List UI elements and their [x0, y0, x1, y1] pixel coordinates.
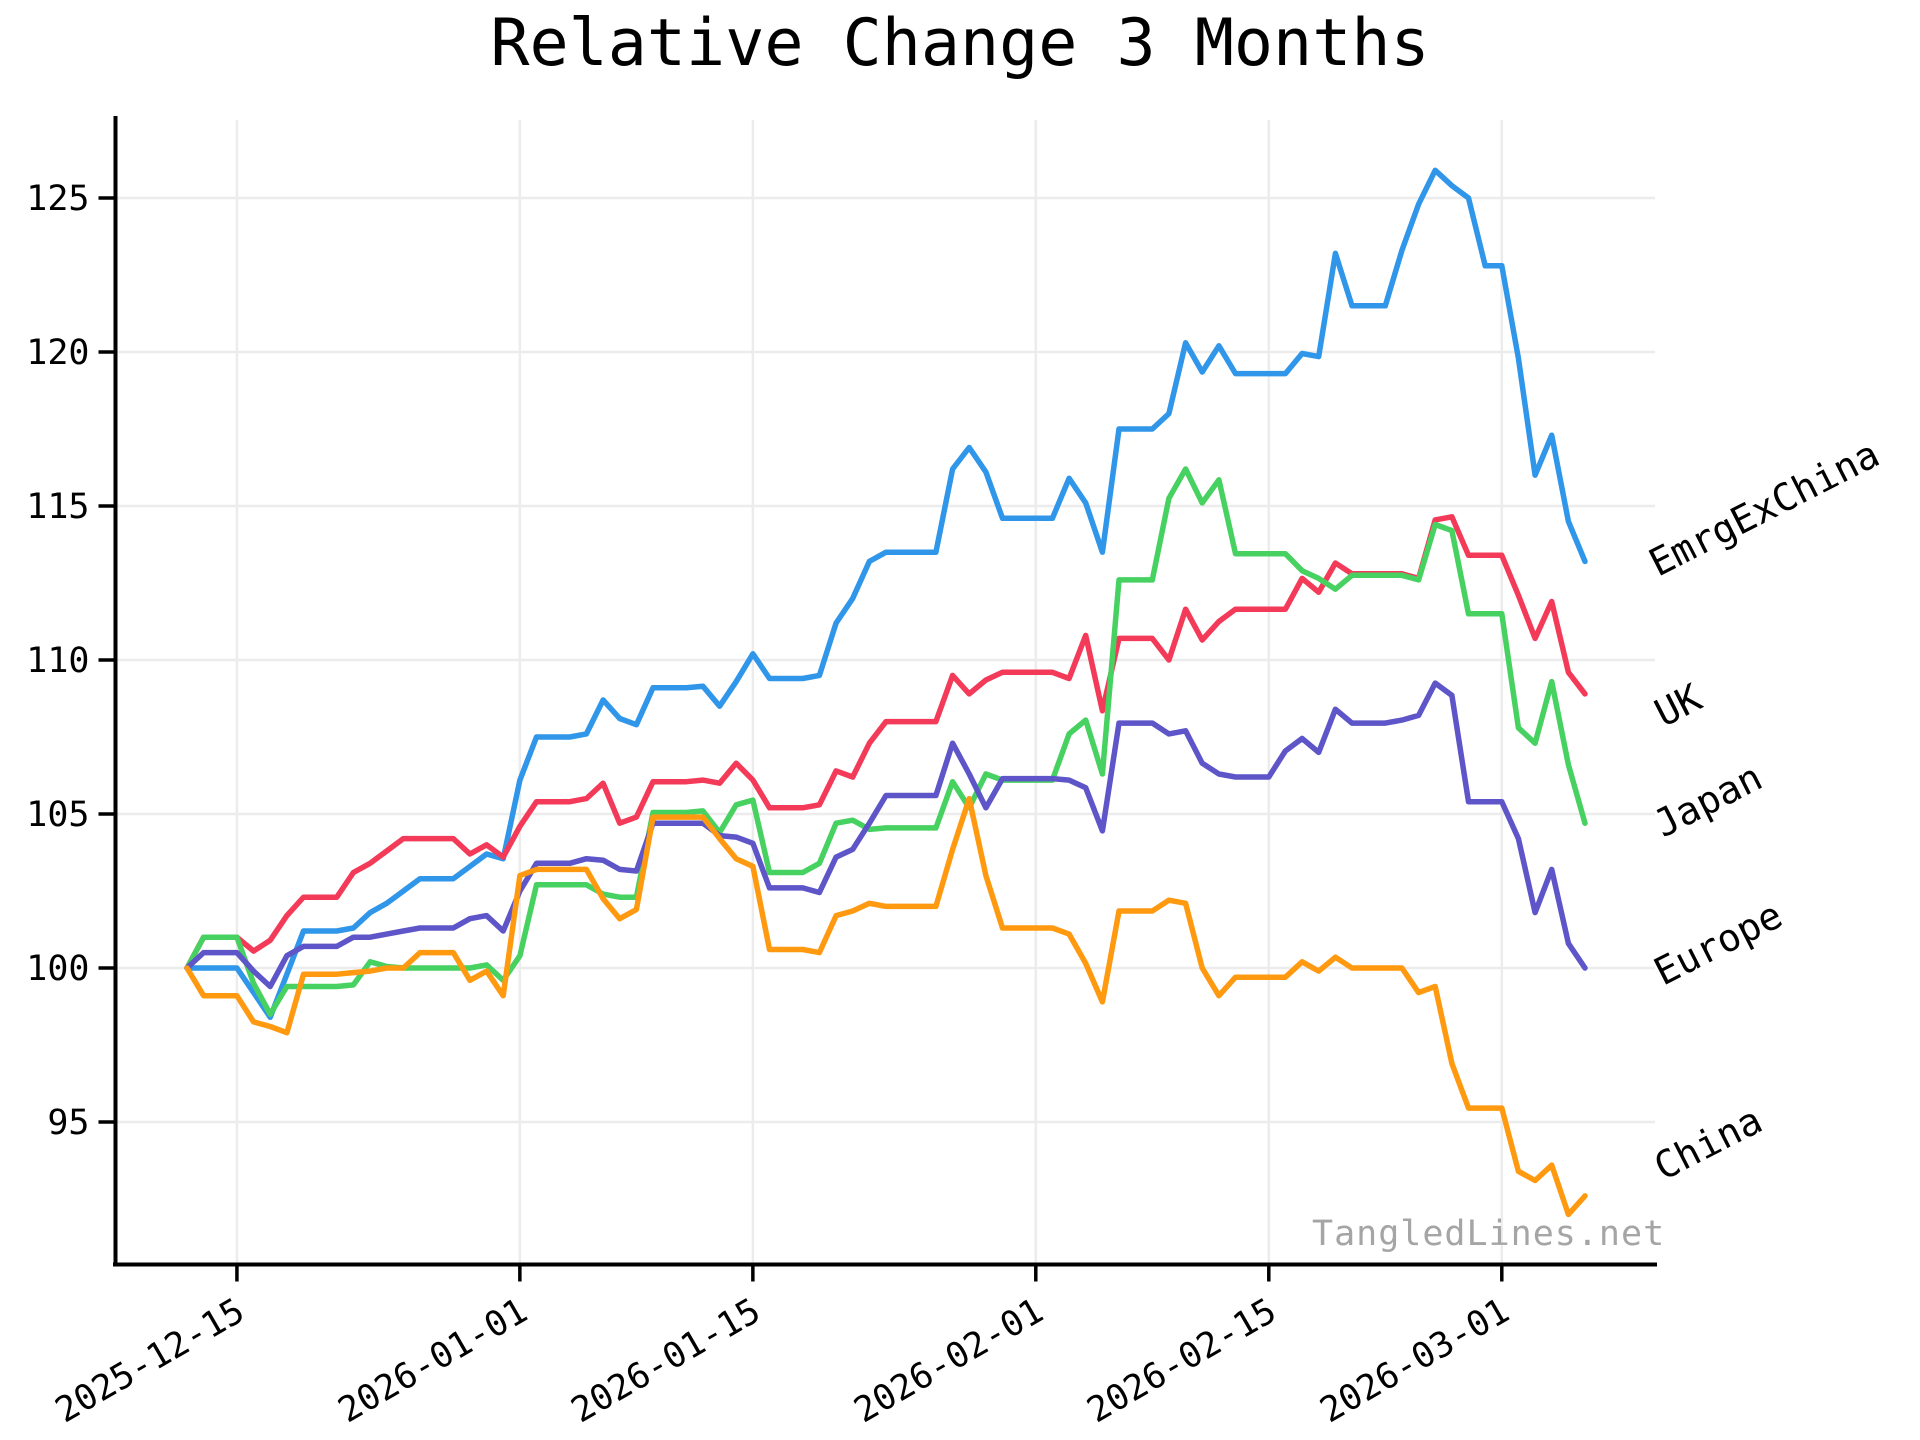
y-tick-label: 95 — [47, 1103, 89, 1143]
series-label-Europe: Europe — [1647, 893, 1789, 995]
series-label-Japan: Japan — [1647, 755, 1769, 846]
series-line-Europe — [184, 680, 1588, 990]
series-label-EmrgExChina: EmrgExChina — [1642, 432, 1886, 585]
y-tick-label: 110 — [26, 641, 89, 681]
x-tick-label: 2025-12-15 — [49, 1291, 251, 1431]
series-line-China — [184, 795, 1588, 1218]
y-tick-label: 100 — [26, 949, 89, 989]
y-tick-label: 115 — [26, 487, 89, 527]
series-line-EmrgExChina — [184, 167, 1588, 1021]
y-tick-label: 125 — [26, 179, 89, 219]
chart-title: Relative Change 3 Months — [490, 6, 1430, 81]
watermark: TangledLines.net — [1312, 1214, 1666, 1254]
y-tick-label: 120 — [26, 333, 89, 373]
x-tick-label: 2026-01-15 — [565, 1291, 767, 1431]
x-tick-label: 2026-03-01 — [1314, 1291, 1516, 1431]
x-tick-label: 2026-02-01 — [848, 1291, 1050, 1431]
series-label-China: China — [1647, 1098, 1769, 1189]
y-tick-label: 105 — [26, 795, 89, 835]
x-tick-label: 2026-02-15 — [1081, 1291, 1283, 1431]
series-line-Japan — [184, 466, 1588, 1017]
x-tick-label: 2026-01-01 — [332, 1291, 534, 1431]
series-line-UK — [184, 514, 1588, 971]
series-label-UK: UK — [1648, 675, 1709, 735]
